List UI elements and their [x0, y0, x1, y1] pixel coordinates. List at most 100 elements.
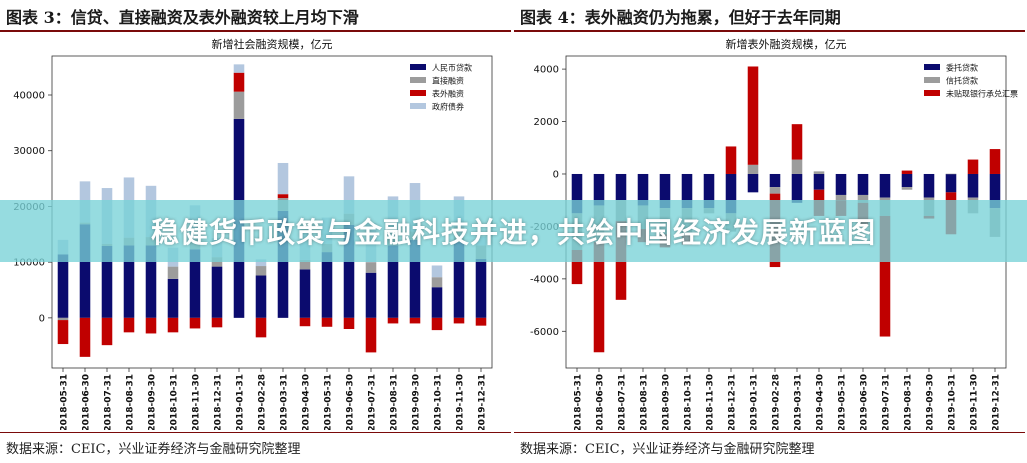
legend-label: 直接融资: [432, 76, 464, 86]
bar-series-1-2018-10-31: [681, 173, 693, 209]
x-tick-label: 2019-04-30: [816, 374, 826, 430]
bar-series-1-2019-10-31: [945, 173, 957, 193]
bar-series-1-2019-02-28: [255, 275, 267, 318]
x-tick-label: 2019-03-31: [280, 374, 290, 430]
bar-series-1-2019-12-31: [475, 258, 487, 318]
x-tick-label: 2019-10-31: [434, 374, 444, 430]
data-source-note: 数据来源：CEIC，兴业证券经济与金融研究院整理: [520, 442, 815, 457]
bar-series-1-2019-09-30: [923, 173, 935, 198]
bar-series-1-2019-01-31: [747, 173, 759, 193]
data-source-note: 数据来源：CEIC，兴业证券经济与金融研究院整理: [6, 442, 301, 457]
bar-series-3-2018-05-31: [57, 320, 69, 345]
figure-title: 图表 3：信贷、直接融资及表外融资较上月均下滑: [6, 8, 359, 27]
bar-series-1-2018-09-30: [659, 173, 671, 209]
bar-series-1-2019-05-31: [835, 173, 847, 195]
bar-series-3-2018-07-31: [101, 317, 113, 346]
y-tick-label: 4000: [534, 65, 559, 76]
x-tick-label: 2019-04-30: [302, 374, 312, 430]
bar-series-3-2018-05-31: [571, 250, 583, 285]
bar-series-3-2019-08-31: [901, 170, 913, 174]
legend-swatch: [924, 77, 940, 83]
x-tick-label: 2019-07-31: [882, 374, 892, 430]
bar-series-1-2019-03-31: [277, 210, 289, 318]
bar-series-2-2019-02-28: [769, 187, 781, 194]
y-tick-label: 2000: [534, 117, 559, 128]
bar-series-4-2019-10-31: [431, 265, 443, 278]
x-tick-label: 2019-07-31: [368, 374, 378, 430]
bar-series-3-2018-11-30: [189, 317, 201, 329]
bar-series-2-2019-01-31: [233, 91, 245, 119]
bar-series-1-2018-09-30: [145, 245, 157, 318]
x-tick-label: 2018-11-30: [706, 374, 716, 430]
bar-series-1-2019-07-31: [879, 173, 891, 198]
title-divider: [0, 30, 511, 32]
legend-swatch: [410, 77, 426, 83]
x-tick-label: 2018-07-31: [618, 374, 628, 430]
bar-series-1-2018-06-30: [593, 173, 605, 206]
y-tick-label: 10000: [13, 258, 45, 269]
title-divider: [514, 30, 1025, 32]
legend-label: 未贴现银行承兑汇票: [946, 89, 1018, 99]
bar-series-3-2019-10-31: [431, 317, 443, 331]
bar-series-1-2018-05-31: [57, 254, 69, 318]
bar-series-2-2019-02-28: [255, 266, 267, 276]
bar-series-1-2019-06-30: [857, 173, 869, 195]
bar-series-1-2018-10-31: [167, 278, 179, 318]
bar-series-1-2019-02-28: [769, 173, 781, 188]
legend-swatch: [924, 64, 940, 70]
bar-series-2-2019-10-31: [945, 173, 957, 175]
bar-series-3-2019-07-31: [365, 317, 377, 353]
bar-series-3-2019-01-31: [233, 72, 245, 92]
x-tick-label: 2019-08-31: [904, 374, 914, 430]
legend-swatch: [410, 64, 426, 70]
bar-series-1-2019-08-31: [387, 245, 399, 318]
x-tick-label: 2018-10-31: [684, 374, 694, 430]
bar-series-3-2019-06-30: [343, 317, 355, 329]
legend-label: 政府债券: [432, 102, 464, 112]
x-tick-label: 2019-06-30: [346, 374, 356, 430]
x-tick-label: 2018-06-30: [82, 374, 92, 430]
banner-text: 稳健货币政策与金融科技并进，共绘中国经济发展新蓝图: [150, 216, 876, 249]
bar-series-4-2019-03-31: [277, 162, 289, 195]
legend-swatch: [410, 90, 426, 96]
bar-series-1-2019-09-30: [409, 239, 421, 318]
bar-series-3-2019-12-31: [475, 317, 487, 326]
bar-series-3-2018-12-31: [211, 317, 223, 328]
bar-series-1-2019-04-30: [813, 173, 825, 190]
x-tick-label: 2018-12-31: [728, 374, 738, 430]
bar-series-3-2019-05-31: [321, 317, 333, 327]
bar-series-3-2019-12-31: [989, 149, 1001, 174]
y-tick-label: -6000: [530, 327, 559, 338]
figure-title: 图表 4：表外融资仍为拖累，但好于去年同期: [520, 8, 841, 27]
bar-series-2-2019-07-31: [365, 262, 377, 273]
bar-series-2-2019-05-31: [835, 194, 847, 201]
legend-swatch: [410, 103, 426, 109]
bar-series-3-2018-06-30: [79, 317, 91, 357]
source-divider: [0, 432, 511, 433]
chart-title: 新增社会融资规模，亿元: [212, 37, 333, 51]
y-tick-label: 30000: [13, 146, 45, 157]
bar-series-1-2019-05-31: [321, 252, 333, 318]
bar-series-1-2018-11-30: [189, 249, 201, 318]
bar-series-1-2018-12-31: [211, 266, 223, 318]
source-divider: [514, 432, 1025, 433]
bar-series-1-2018-08-31: [123, 245, 135, 318]
bar-series-1-2019-04-30: [299, 269, 311, 318]
bar-series-1-2019-12-31: [989, 173, 1001, 209]
bar-series-2-2019-08-31: [901, 187, 913, 190]
x-tick-label: 2018-10-31: [170, 374, 180, 430]
bar-series-2-2018-10-31: [167, 266, 179, 279]
x-tick-label: 2018-05-31: [574, 374, 584, 430]
y-tick-label: 0: [553, 169, 559, 180]
y-tick-label: -4000: [530, 274, 559, 285]
x-tick-label: 2019-09-30: [926, 374, 936, 430]
y-tick-label: 0: [39, 313, 45, 324]
bar-series-3-2019-04-30: [299, 317, 311, 327]
bar-series-2-2019-04-30: [299, 259, 311, 270]
x-tick-label: 2018-06-30: [596, 374, 606, 430]
bar-series-1-2019-03-31: [791, 173, 803, 203]
x-tick-label: 2019-08-31: [390, 374, 400, 430]
bar-series-3-2019-11-30: [453, 317, 465, 324]
bar-series-2-2019-01-31: [747, 164, 759, 174]
x-tick-label: 2018-05-31: [60, 374, 70, 430]
